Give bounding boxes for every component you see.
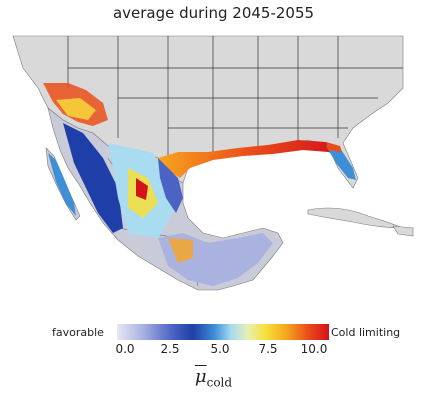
baja-blue [48,153,76,216]
colorbar-variable-label: μcold [194,366,233,390]
colorbar-right-label: Cold limiting [331,326,401,339]
colorbar [117,324,329,340]
colorbar-tick: 10.0 [300,342,328,356]
colorbar-tick: 7.5 [258,342,278,356]
mexico-plateau-red [136,178,148,200]
gulf-coast-red-band [158,140,340,178]
southwest-yellow [56,98,96,120]
colorbar-tick: 0.0 [115,342,135,356]
map [12,35,414,291]
colorbar-left-label: favorable [52,326,104,339]
colorbar-legend: favorable Cold limiting 0.0 2.5 5.0 7.5 … [0,318,427,398]
florida-edge [326,142,342,152]
hispaniola-land [392,225,414,237]
mexico-south-mixed [168,238,193,263]
colorbar-tick: 5.0 [210,342,230,356]
mexico-west-blue [63,123,123,233]
cuba-land [307,207,404,229]
colorbar-tick: 2.5 [160,342,180,356]
state-borders [67,36,403,163]
florida-blue [326,146,356,180]
texas-blue [158,158,183,213]
map-title: average during 2045-2055 [112,4,315,22]
